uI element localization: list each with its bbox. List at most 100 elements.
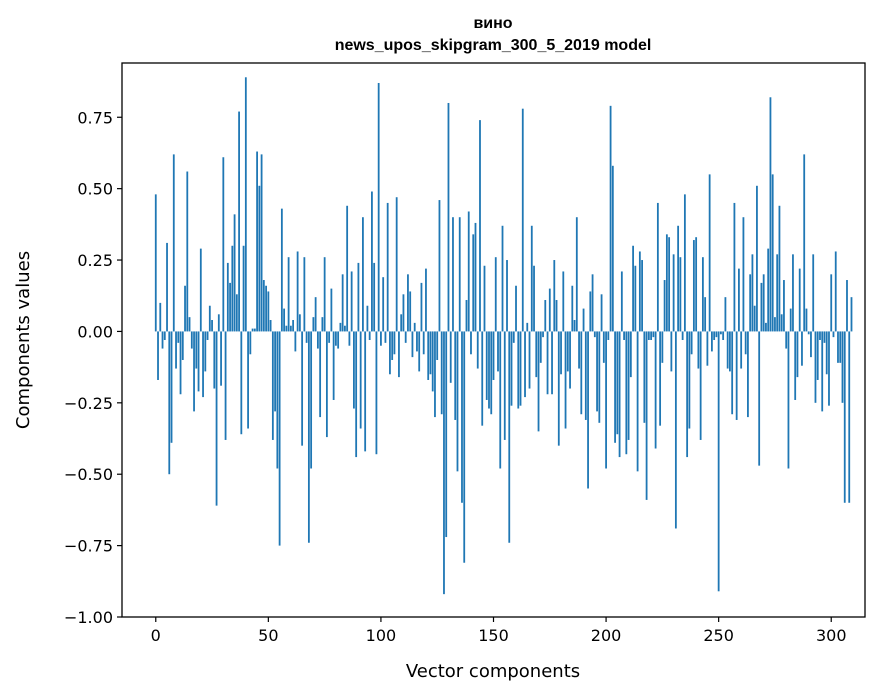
bar-31 — [224, 331, 227, 440]
bar-47 — [260, 154, 263, 332]
bar-154 — [501, 225, 504, 332]
x-tick-label: 300 — [816, 626, 847, 645]
bar-245 — [706, 331, 709, 366]
bar-58 — [285, 325, 288, 332]
bar-79 — [332, 331, 335, 400]
bar-192 — [587, 331, 589, 489]
bar-39 — [242, 245, 245, 332]
bar-163 — [521, 108, 524, 332]
y-axis-label: Components values — [13, 251, 34, 429]
bar-68 — [307, 331, 310, 543]
bar-189 — [580, 331, 583, 415]
bar-74 — [321, 317, 324, 332]
bar-40 — [244, 77, 247, 332]
bar-252 — [722, 331, 725, 340]
bar-298 — [825, 331, 828, 375]
bar-289 — [805, 308, 808, 332]
bar-51 — [269, 320, 272, 332]
bar-59 — [287, 257, 290, 332]
bar-57 — [283, 308, 286, 332]
bar-114 — [411, 331, 414, 358]
bar-25 — [211, 320, 213, 332]
bar-169 — [535, 331, 538, 378]
bar-44 — [253, 328, 256, 332]
bar-160 — [515, 285, 517, 332]
bar-291 — [810, 331, 812, 358]
bar-303 — [837, 331, 839, 363]
bar-308 — [848, 331, 851, 503]
bar-76 — [325, 331, 328, 438]
bar-243 — [701, 257, 704, 332]
bar-96 — [371, 191, 373, 332]
bar-176 — [551, 331, 553, 395]
bar-27 — [215, 331, 218, 506]
bar-206 — [618, 331, 621, 458]
bar-115 — [413, 322, 416, 332]
bar-183 — [566, 331, 569, 372]
bar-56 — [280, 208, 283, 332]
y-tick-label: 0.75 — [77, 108, 113, 127]
bar-253 — [724, 297, 727, 332]
bar-292 — [812, 254, 815, 332]
bar-9 — [175, 331, 177, 369]
bar-198 — [600, 294, 603, 332]
bar-19 — [197, 331, 200, 392]
bar-130 — [447, 102, 450, 332]
bar-159 — [512, 331, 515, 343]
bar-162 — [519, 331, 522, 406]
bar-178 — [555, 300, 558, 332]
bar-8 — [172, 154, 175, 332]
bar-235 — [683, 194, 686, 332]
bar-213 — [634, 265, 637, 332]
bar-233 — [679, 257, 682, 332]
bar-161 — [517, 331, 520, 409]
bar-3 — [161, 331, 164, 349]
bar-197 — [598, 331, 601, 423]
bar-21 — [202, 331, 204, 398]
bar-14 — [186, 171, 189, 332]
y-axis-ticks: −1.00 −0.75 −0.50 −0.25 0.00 0.25 0.50 0.75 — [64, 108, 122, 627]
bar-285 — [796, 331, 799, 378]
bar-116 — [416, 331, 418, 352]
bar-277 — [778, 205, 781, 332]
bar-156 — [506, 260, 508, 332]
bar-284 — [794, 331, 797, 400]
bar-300 — [830, 274, 833, 332]
bar-201 — [607, 331, 610, 340]
bar-83 — [341, 274, 344, 332]
bar-93 — [364, 331, 367, 452]
bar-216 — [641, 260, 643, 332]
bar-142 — [474, 222, 477, 332]
bar-104 — [389, 331, 391, 375]
bar-80 — [334, 331, 337, 346]
bar-117 — [418, 331, 421, 372]
bar-222 — [654, 331, 657, 449]
bars-group — [154, 77, 853, 595]
bar-63 — [296, 251, 299, 332]
bar-52 — [271, 331, 274, 440]
bar-123 — [431, 331, 434, 392]
bar-106 — [393, 331, 396, 355]
bar-307 — [846, 280, 848, 332]
bar-219 — [647, 331, 650, 340]
bar-270 — [762, 274, 765, 332]
bar-179 — [557, 331, 560, 446]
bar-61 — [292, 320, 295, 332]
bar-107 — [395, 197, 398, 332]
bar-215 — [638, 251, 641, 332]
bar-190 — [582, 308, 585, 332]
bar-85 — [346, 205, 349, 332]
bar-81 — [337, 331, 340, 349]
bar-50 — [267, 291, 270, 332]
bar-241 — [697, 331, 700, 369]
bar-196 — [596, 331, 598, 412]
bar-6 — [168, 331, 171, 475]
bar-205 — [616, 331, 619, 435]
bar-250 — [717, 331, 720, 592]
bar-269 — [760, 282, 763, 332]
bar-234 — [681, 331, 684, 340]
bar-67 — [305, 331, 308, 343]
bar-283 — [792, 254, 794, 332]
bar-257 — [733, 202, 736, 332]
bar-230 — [672, 254, 675, 332]
